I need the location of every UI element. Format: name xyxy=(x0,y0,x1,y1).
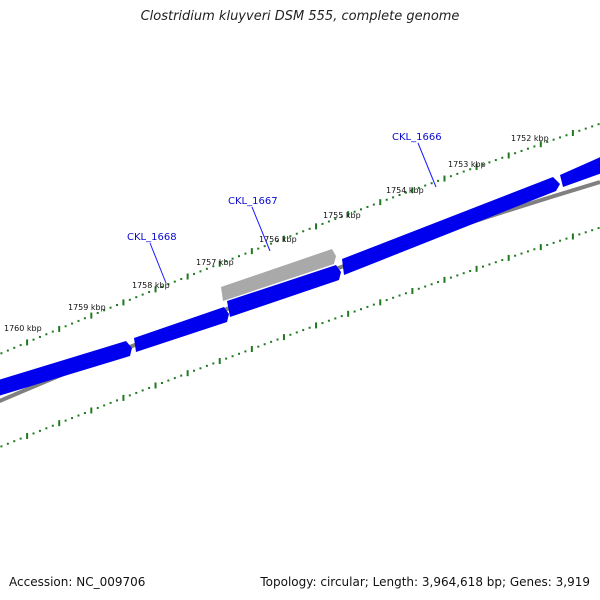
leader-line xyxy=(149,242,167,284)
gene-arrow[interactable] xyxy=(560,155,600,187)
tick-label: 1757 kbp xyxy=(196,258,234,267)
tick-label: 1759 kbp xyxy=(68,303,106,312)
tick-labels: 1752 kbp 1753 kbp 1754 kbp 1755 kbp 1756… xyxy=(4,134,549,333)
gene-label[interactable]: CKL_1667 xyxy=(228,196,278,207)
tick-row-lower xyxy=(0,227,600,448)
gene-arrow[interactable] xyxy=(0,341,132,397)
gene-track xyxy=(0,155,600,397)
tick-row-upper xyxy=(0,123,600,355)
gene-label-leaders xyxy=(149,142,437,284)
gene-arrow[interactable] xyxy=(342,177,560,275)
map-title: Clostridium kluyveri DSM 555, complete g… xyxy=(140,9,460,24)
tick-label: 1760 kbp xyxy=(4,324,42,333)
tick-label: 1756 kbp xyxy=(259,235,297,244)
gene-label[interactable]: CKL_1668 xyxy=(127,232,177,243)
tick-label: 1752 kbp xyxy=(511,134,549,143)
leader-line xyxy=(417,142,437,188)
tick-label: 1755 kbp xyxy=(323,211,361,220)
leader-line xyxy=(251,206,271,252)
gene-label[interactable]: CKL_1666 xyxy=(392,132,442,143)
accession-text: Accession: NC_009706 xyxy=(9,575,146,589)
gene-arrow[interactable] xyxy=(134,307,229,352)
tick-label: 1754 kbp xyxy=(386,186,424,195)
topology-text: Topology: circular; Length: 3,964,618 bp… xyxy=(260,575,590,589)
gene-labels: CKL_1666 CKL_1667 CKL_1668 xyxy=(127,132,442,243)
gene-arrow[interactable] xyxy=(227,265,341,317)
pseudogene-arrow[interactable] xyxy=(221,249,336,301)
tick-label: 1758 kbp xyxy=(132,281,170,290)
tick-label: 1753 kbp xyxy=(448,160,486,169)
